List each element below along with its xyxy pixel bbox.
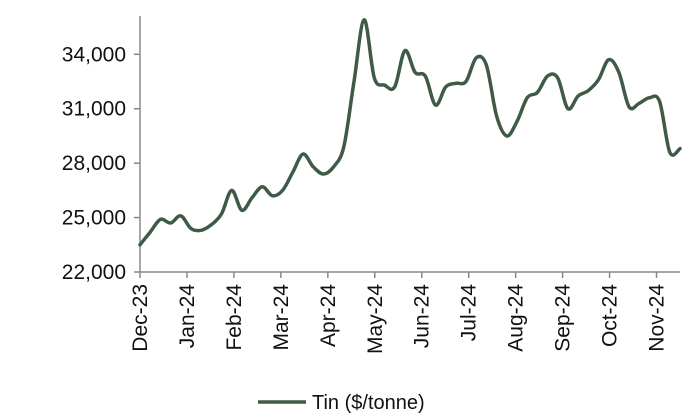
y-tick-label: 28,000: [62, 152, 126, 175]
x-ticks: Dec-23 Jan-24 Feb-24 Mar-24 Apr-24 May-24 Jun-…: [129, 272, 669, 354]
axes: [139, 16, 680, 273]
y-ticks: 22,000 25,000 28,000 31,000 34,000: [62, 43, 140, 284]
series-line-tin: [138, 18, 682, 247]
y-tick-label: 22,000: [62, 261, 126, 284]
series-layer: [138, 18, 682, 247]
legend-label: Tin ($/tonne): [312, 392, 425, 414]
legend: Tin ($/tonne): [258, 392, 425, 414]
x-tick-label: Jan-24: [176, 284, 199, 349]
x-tick-label: Sep-24: [552, 284, 575, 352]
x-tick-label: Oct-24: [599, 284, 622, 347]
y-tick-label: 25,000: [62, 207, 126, 230]
y-tick-label: 34,000: [62, 43, 126, 66]
x-tick-label: Jul-24: [458, 284, 481, 342]
y-tick-label: 31,000: [62, 98, 126, 121]
x-tick-label: Aug-24: [505, 284, 528, 352]
x-tick-label: Nov-24: [646, 284, 669, 352]
x-tick-label: Feb-24: [223, 284, 246, 351]
x-tick-label: Jun-24: [411, 284, 434, 349]
x-tick-label: Apr-24: [317, 284, 340, 347]
x-tick-label: Dec-23: [129, 284, 152, 352]
x-tick-label: May-24: [364, 284, 387, 354]
x-tick-label: Mar-24: [270, 284, 293, 351]
